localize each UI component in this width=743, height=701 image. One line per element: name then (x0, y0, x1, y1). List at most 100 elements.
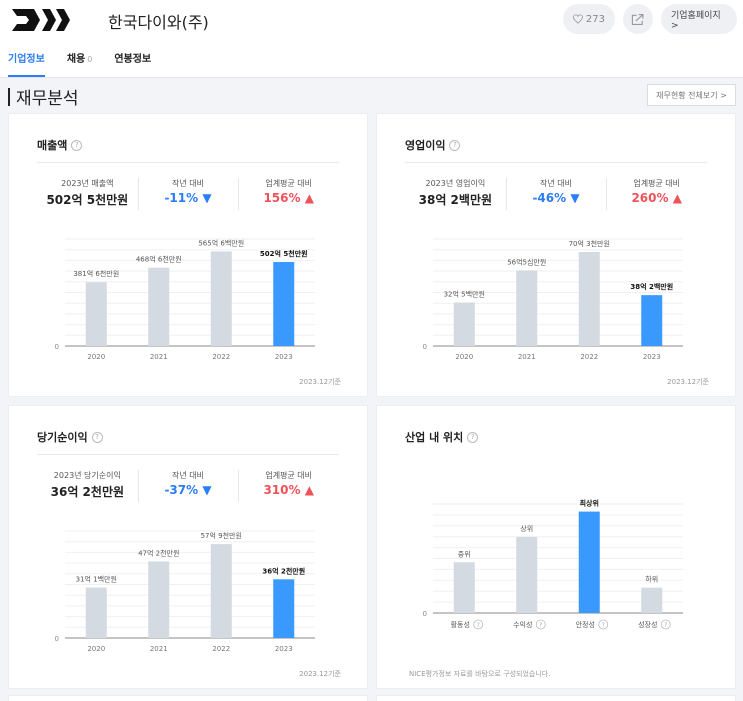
tab-salary[interactable]: 연봉정보 (114, 50, 151, 77)
y-tick-label: 0 (55, 635, 59, 643)
summary-row: 2023년 매출액 502억 5천만원 작년 대비 -11% ▼ 업계평균 대비… (37, 174, 339, 220)
y-tick-label: 0 (423, 610, 427, 618)
divider (405, 162, 707, 163)
summary-row: 2023년 영업이익 38억 2백만원 작년 대비 -46% ▼ 업계평균 대비… (405, 174, 707, 220)
help-icon[interactable]: ? (467, 431, 479, 443)
divider (37, 454, 339, 455)
y-tick-label: 0 (55, 343, 59, 351)
source-note: NICE평가정보 자료를 바탕으로 구성되었습니다. (409, 670, 551, 678)
data-label: 32억 5백만원 (444, 290, 485, 299)
y-tick-label: 0 (423, 343, 427, 351)
yoy-col: 작년 대비 -11% ▼ (137, 174, 239, 220)
current-value: 38억 2백만원 (418, 193, 493, 207)
industry-value: 310% ▲ (263, 483, 314, 497)
company-homepage-button[interactable]: 기업홈페이지 > (661, 4, 737, 34)
heart-icon (573, 14, 583, 24)
industry-label: 업계평균 대비 (265, 179, 313, 188)
card-title: 당기순이익 ? (37, 429, 103, 445)
x-tick-label: 2020 (87, 645, 105, 653)
help-icon[interactable]: ? (449, 139, 461, 151)
current-value: 502억 5천만원 (46, 193, 129, 207)
data-label: 56억5십만원 (507, 257, 546, 266)
industry-col: 업계평균 대비 310% ▲ (238, 466, 339, 512)
card-title: 산업 내 위치 ? (405, 429, 479, 445)
x-tick-label: 안정성 (576, 620, 595, 629)
yoy-value: -37% ▼ (164, 483, 212, 497)
industry-col: 업계평균 대비 156% ▲ (238, 174, 339, 220)
x-tick-label: 2020 (455, 353, 473, 361)
yoy-label: 작년 대비 (540, 179, 572, 188)
x-tick-label: 수익성 (513, 620, 532, 629)
bar (210, 251, 232, 346)
data-label: 36억 2천만원 (262, 566, 305, 575)
operating-profit-bar-chart: 0 32억 5백만원 2020 56억5십만원 2021 70억 3천만원 2022 38억 … (423, 238, 683, 361)
financial-full-view-button[interactable]: 재무현황 전체보기 > (647, 84, 736, 106)
help-icon (535, 619, 546, 630)
industry-label: 업계평균 대비 (265, 471, 313, 480)
yoy-value: -11% ▼ (164, 191, 212, 205)
card-title-text: 영업이익 (405, 139, 446, 152)
data-label: 502억 5천만원 (260, 249, 308, 258)
data-label: 70억 3천만원 (569, 239, 610, 248)
card-title-text: 당기순이익 (37, 431, 88, 444)
bar (453, 562, 475, 613)
tab-label: 연봉정보 (114, 54, 152, 65)
x-tick-label: 2023 (643, 353, 661, 361)
like-count: 273 (585, 13, 605, 25)
card-title-text: 매출액 (37, 139, 68, 152)
section-title: 재무분석 (8, 84, 79, 109)
yoy-label: 작년 대비 (172, 471, 204, 480)
current-value: 36억 2천만원 (50, 485, 125, 499)
net-income-bar-chart: 0 31억 1백만원 2020 47억 2천만원 2021 57억 9천만원 2022 36억… (55, 530, 315, 653)
yoy-value: -46% ▼ (532, 191, 580, 205)
x-tick-label: 성장성 (638, 620, 657, 629)
help-icon[interactable]: ? (91, 431, 103, 443)
x-tick-label: 활동성 (451, 620, 470, 629)
tab-bar: 기업정보 채용 0 연봉정보 (8, 50, 151, 77)
help-icon (473, 619, 484, 630)
bar (148, 267, 170, 346)
help-icon (660, 619, 671, 630)
data-label: 31억 1백만원 (76, 575, 117, 584)
basis-date: 2023.12기준 (299, 378, 341, 386)
data-label: 468억 6천만원 (136, 255, 182, 264)
company-name: 한국다이와(주) (108, 13, 209, 32)
data-label: 57억 9천만원 (201, 531, 242, 540)
basis-date: 2023.12기준 (299, 670, 341, 678)
current-label: 2023년 매출액 (61, 179, 114, 188)
tab-jobs[interactable]: 채용 0 (67, 50, 93, 77)
tab-company-info[interactable]: 기업정보 (8, 50, 45, 77)
data-label: 상위 (520, 524, 533, 533)
summary-row: 2023년 당기순이익 36억 2천만원 작년 대비 -37% ▼ 업계평균 대… (37, 466, 339, 512)
help-icon-glyph: ? (477, 622, 480, 629)
current-value-col: 2023년 당기순이익 36억 2천만원 (37, 466, 138, 512)
industry-value: 260% ▲ (631, 191, 682, 205)
data-label: 중위 (458, 550, 471, 558)
like-button[interactable]: 273 (563, 4, 615, 34)
current-label: 2023년 영업이익 (425, 179, 486, 188)
operating-profit-card: 영업이익 ? 2023년 영업이익 38억 2백만원 작년 대비 -46% ▼ … (376, 113, 736, 397)
x-tick-label: 2022 (212, 353, 230, 361)
industry-value: 156% ▲ (263, 191, 314, 205)
bar (516, 270, 538, 346)
help-icon[interactable]: ? (71, 139, 83, 151)
bar (210, 544, 232, 638)
sales-card: 매출액 ? 2023년 매출액 502억 5천만원 작년 대비 -11% ▼ 업… (8, 113, 368, 397)
industry-label: 업계평균 대비 (633, 179, 681, 188)
data-label: 38억 2백만원 (630, 282, 673, 291)
section-title-text: 재무분석 (16, 89, 79, 109)
net-income-card: 당기순이익 ? 2023년 당기순이익 36억 2천만원 작년 대비 -37% … (8, 405, 368, 689)
daiwa-logo[interactable] (12, 6, 72, 34)
tab-label: 채용 (66, 54, 86, 65)
data-label: 565억 6백만원 (198, 238, 244, 247)
x-tick-label: 2021 (150, 645, 168, 653)
x-tick-label: 2020 (87, 353, 105, 361)
x-tick-label: 2021 (150, 353, 168, 361)
tab-label: 기업정보 (8, 54, 45, 65)
divider (37, 162, 339, 163)
industry-position-card: 산업 내 위치 ? 0 중위 활동성? 상위 수익성? 최상위 안정성? 하위 성장성? NIC… (376, 405, 736, 689)
next-card-edge (8, 695, 368, 701)
bar (516, 536, 538, 613)
share-button[interactable] (623, 4, 653, 34)
